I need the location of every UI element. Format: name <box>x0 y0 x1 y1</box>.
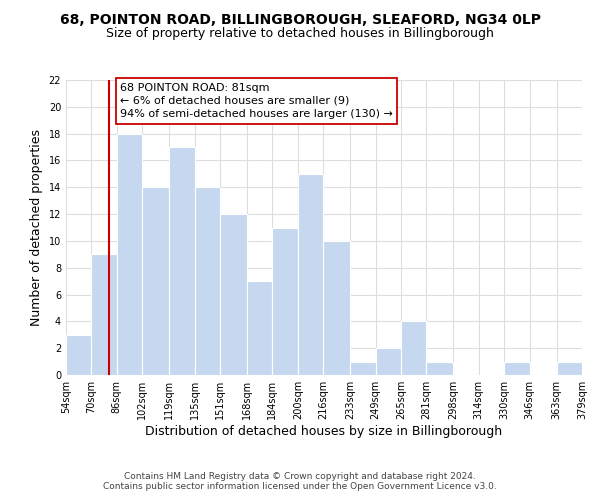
Bar <box>504 362 530 375</box>
Text: Contains public sector information licensed under the Open Government Licence v3: Contains public sector information licen… <box>103 482 497 491</box>
Bar <box>350 362 376 375</box>
Text: Contains HM Land Registry data © Crown copyright and database right 2024.: Contains HM Land Registry data © Crown c… <box>124 472 476 481</box>
Text: Size of property relative to detached houses in Billingborough: Size of property relative to detached ho… <box>106 28 494 40</box>
Bar <box>401 322 427 375</box>
Bar <box>427 362 454 375</box>
Bar <box>557 362 582 375</box>
Bar <box>91 254 117 375</box>
Text: 68, POINTON ROAD, BILLINGBOROUGH, SLEAFORD, NG34 0LP: 68, POINTON ROAD, BILLINGBOROUGH, SLEAFO… <box>59 12 541 26</box>
X-axis label: Distribution of detached houses by size in Billingborough: Distribution of detached houses by size … <box>145 425 503 438</box>
Bar <box>247 281 272 375</box>
Bar <box>220 214 247 375</box>
Bar <box>142 188 169 375</box>
Bar <box>298 174 323 375</box>
Bar <box>194 188 220 375</box>
Bar <box>323 241 350 375</box>
Bar <box>272 228 298 375</box>
Bar <box>66 335 91 375</box>
Bar <box>117 134 142 375</box>
Bar <box>376 348 401 375</box>
Text: 68 POINTON ROAD: 81sqm
← 6% of detached houses are smaller (9)
94% of semi-detac: 68 POINTON ROAD: 81sqm ← 6% of detached … <box>120 82 393 119</box>
Y-axis label: Number of detached properties: Number of detached properties <box>30 129 43 326</box>
Bar <box>169 147 194 375</box>
